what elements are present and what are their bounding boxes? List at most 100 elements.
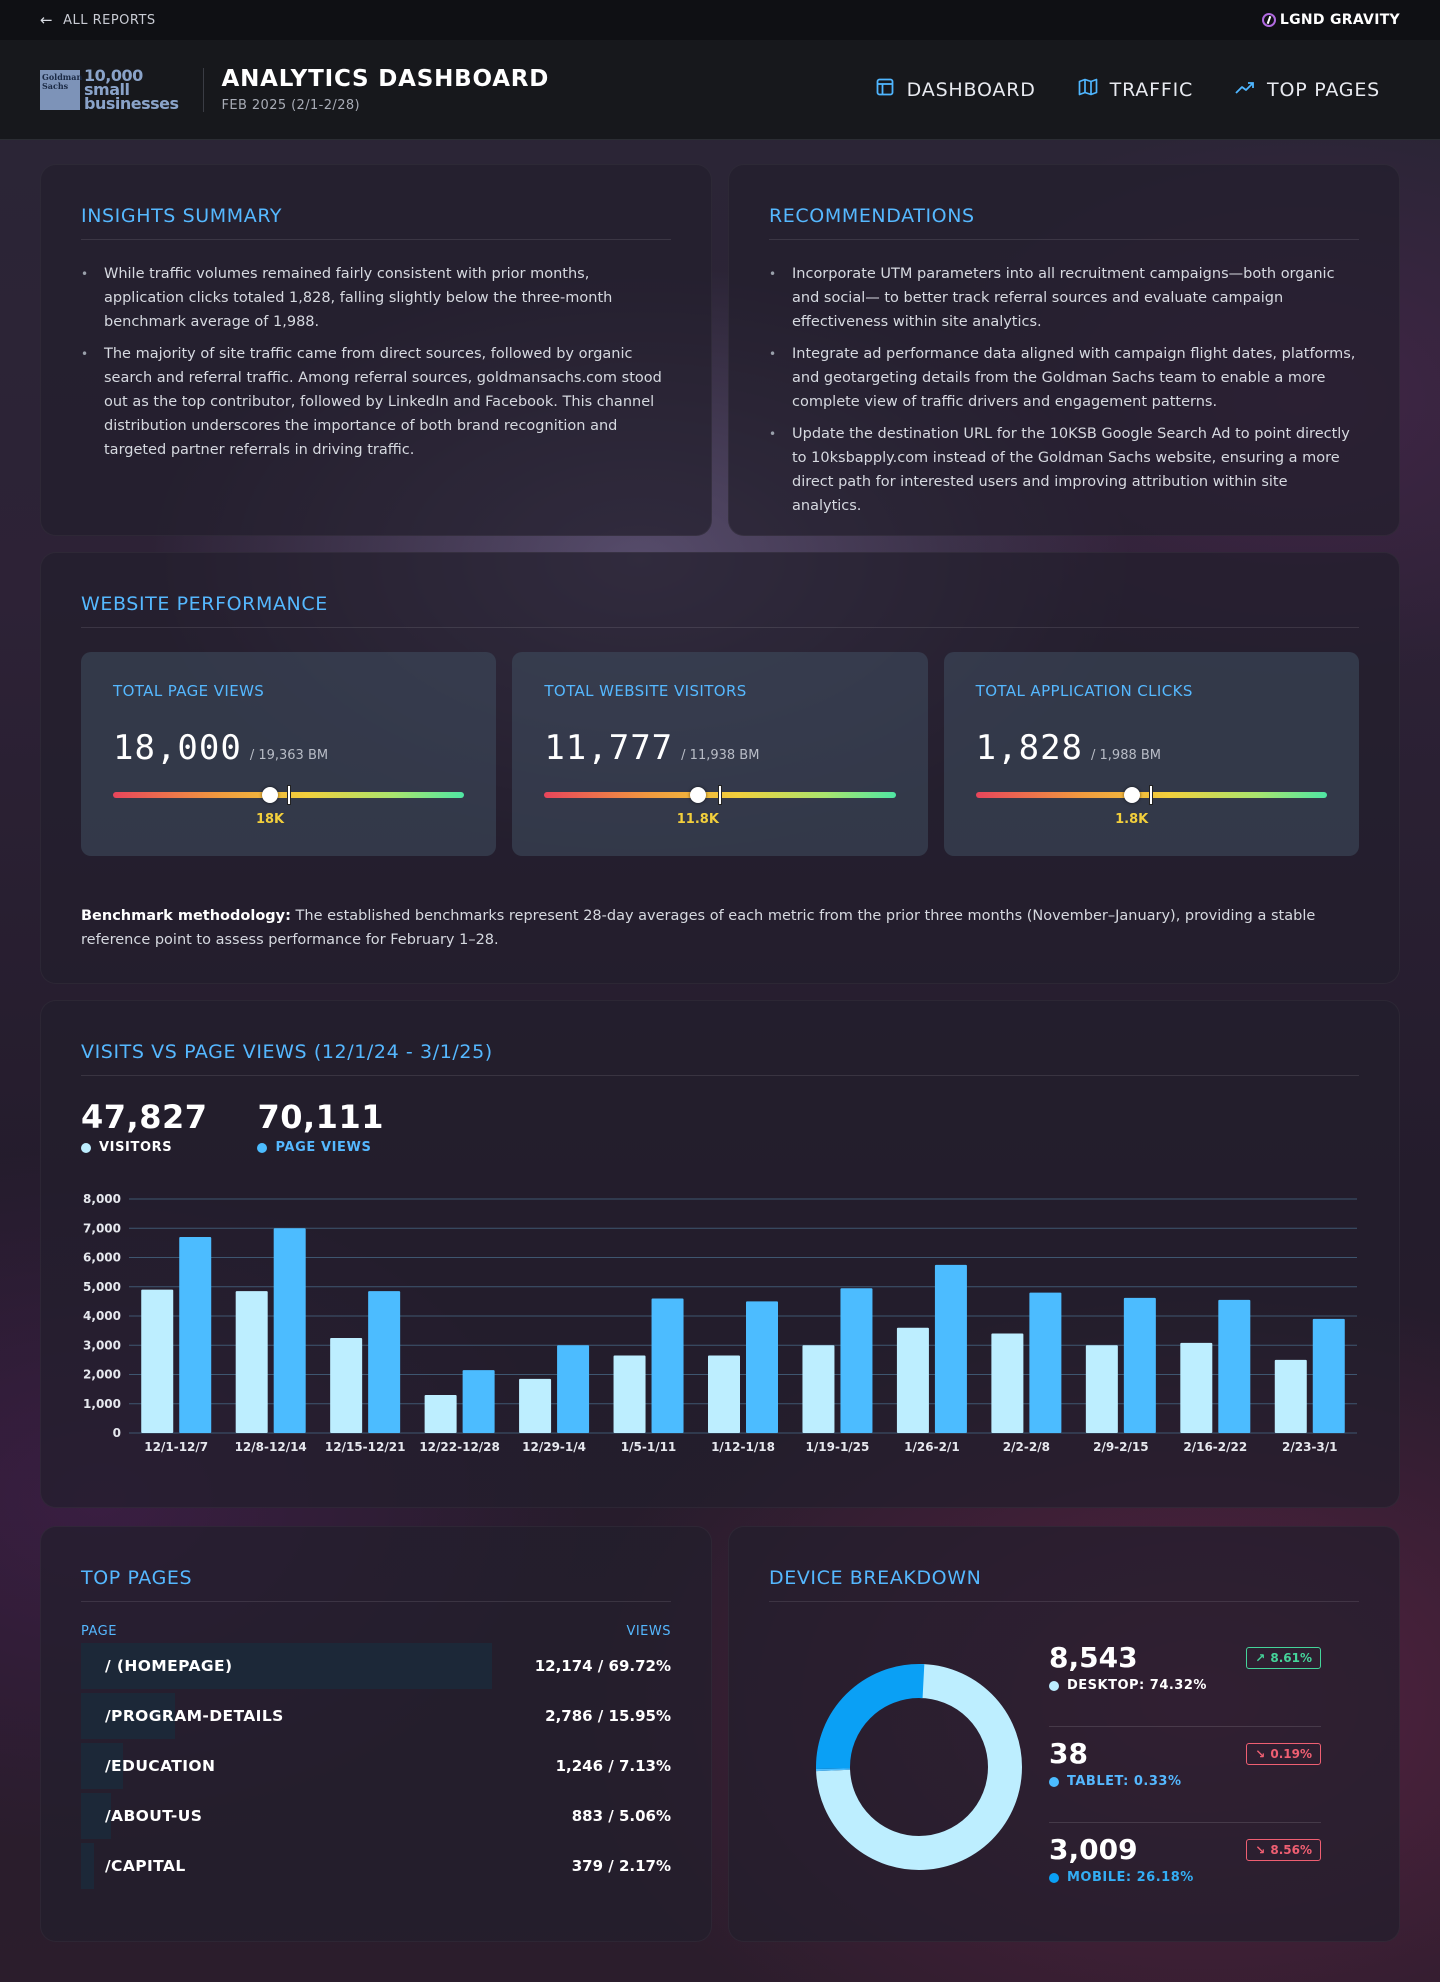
mobile-legend-dot bbox=[1049, 1872, 1059, 1883]
page-views: 12,174 / 69.72% bbox=[534, 1657, 671, 1675]
gauge-value-label: 11.8K bbox=[676, 812, 719, 827]
visitors-bar bbox=[141, 1289, 174, 1433]
nav-traffic[interactable]: TRAFFIC bbox=[1078, 78, 1193, 101]
recommendations-list: Incorporate UTM parameters into all recr… bbox=[769, 262, 1359, 518]
gauge-value-marker bbox=[262, 787, 279, 803]
recommendation-item: Integrate ad performance data aligned wi… bbox=[769, 342, 1359, 414]
arrow-down-right-icon: ↘ bbox=[1255, 1843, 1266, 1857]
benchmark-methodology: Benchmark methodology: The established b… bbox=[81, 904, 1359, 952]
top-pages-card: TOP PAGES PAGE VIEWS / (HOMEPAGE) 12,174… bbox=[40, 1526, 712, 1942]
recommendations-card: RECOMMENDATIONS Incorporate UTM paramete… bbox=[728, 164, 1400, 536]
tablet-legend-dot bbox=[1049, 1776, 1059, 1787]
device-count: 3,009 bbox=[1049, 1833, 1138, 1866]
x-tick-label: 12/15-12/21 bbox=[325, 1440, 406, 1454]
table-row[interactable]: /PROGRAM-DETAILS 2,786 / 15.95% bbox=[81, 1693, 671, 1739]
device-desktop: 8,543 DESKTOP: 74.32% ↗ 8.61% bbox=[1049, 1631, 1321, 1727]
pageviews-bar bbox=[273, 1228, 306, 1433]
page-path: /PROGRAM-DETAILS bbox=[105, 1707, 284, 1725]
benchmark-gauge: 11.8K bbox=[544, 782, 896, 827]
methodology-text: The established benchmarks represent 28-… bbox=[81, 908, 1316, 948]
pageviews-bar bbox=[934, 1264, 967, 1433]
page-views: 883 / 5.06% bbox=[571, 1807, 671, 1825]
nav-dashboard[interactable]: DASHBOARD bbox=[875, 78, 1036, 101]
pageviews-bar bbox=[368, 1291, 401, 1433]
device-list: 8,543 DESKTOP: 74.32% ↗ 8.61% 38 TABLET:… bbox=[1049, 1631, 1321, 1919]
device-label: TABLET: 0.33% bbox=[1067, 1774, 1182, 1789]
visitors-total: 47,827 VISITORS bbox=[81, 1098, 207, 1155]
page-views: 1,246 / 7.13% bbox=[555, 1757, 671, 1775]
nav-top-pages[interactable]: TOP PAGES bbox=[1235, 79, 1380, 101]
gauge-benchmark-marker bbox=[717, 785, 722, 805]
x-tick-label: 12/22-12/28 bbox=[419, 1440, 500, 1454]
recommendation-item: Update the destination URL for the 10KSB… bbox=[769, 422, 1359, 518]
brand-name: LGND GRAVITY bbox=[1279, 12, 1400, 28]
visitors-bar bbox=[991, 1333, 1024, 1433]
pageviews-total: 70,111 PAGE VIEWS bbox=[257, 1098, 383, 1155]
methodology-heading: Benchmark methodology: bbox=[81, 908, 291, 924]
table-row[interactable]: /ABOUT-US 883 / 5.06% bbox=[81, 1793, 671, 1839]
app-header: Goldman Sachs 10,000 small businesses AN… bbox=[0, 40, 1440, 140]
trending-up-icon bbox=[1235, 79, 1255, 100]
brand-logo: LGND GRAVITY bbox=[1261, 12, 1400, 28]
change-badge: ↗ 8.61% bbox=[1246, 1647, 1321, 1669]
gauge-value-label: 18K bbox=[255, 812, 285, 827]
benchmark-gauge: 18K bbox=[113, 782, 465, 827]
gauge-benchmark-marker bbox=[287, 785, 292, 805]
device-donut-chart bbox=[816, 1664, 1022, 1870]
benchmark-gauge: 1.8K bbox=[975, 782, 1327, 827]
header-divider bbox=[202, 67, 204, 112]
insights-title: INSIGHTS SUMMARY bbox=[81, 205, 671, 240]
donut-slice bbox=[816, 1664, 1022, 1870]
gauge-benchmark-marker bbox=[1149, 785, 1154, 805]
table-row[interactable]: / (HOMEPAGE) 12,174 / 69.72% bbox=[81, 1643, 671, 1689]
table-row[interactable]: /CAPITAL 379 / 2.17% bbox=[81, 1843, 671, 1889]
pageviews-legend-dot bbox=[257, 1142, 268, 1153]
pageviews-bar bbox=[179, 1237, 212, 1433]
device-mobile: 3,009 MOBILE: 26.18% ↘ 8.56% bbox=[1049, 1823, 1321, 1919]
pageviews-bar bbox=[746, 1301, 778, 1433]
device-card: DEVICE BREAKDOWN 8,543 DESKTOP: 74.32% ↗… bbox=[728, 1526, 1400, 1942]
all-reports-link[interactable]: ← ALL REPORTS bbox=[40, 11, 156, 29]
x-tick-label: 12/8-12/14 bbox=[235, 1440, 307, 1454]
gauge-value-marker bbox=[689, 787, 706, 803]
y-tick-label: 8,000 bbox=[83, 1192, 121, 1206]
visitors-bar bbox=[235, 1291, 268, 1433]
pageviews-bar bbox=[557, 1345, 590, 1433]
layout-icon bbox=[875, 78, 895, 101]
visitors-bar bbox=[1180, 1342, 1213, 1433]
logo-box: Goldman Sachs bbox=[40, 69, 82, 110]
y-tick-label: 1,000 bbox=[83, 1397, 121, 1411]
metric-label: TOTAL PAGE VIEWS bbox=[113, 682, 265, 700]
pageviews-bar bbox=[462, 1370, 495, 1433]
top-pages-title: TOP PAGES bbox=[81, 1567, 671, 1602]
visitors-total-value: 47,827 bbox=[81, 1098, 208, 1136]
column-header-page: PAGE bbox=[81, 1624, 117, 1639]
table-row[interactable]: /EDUCATION 1,246 / 7.13% bbox=[81, 1743, 671, 1789]
device-title: DEVICE BREAKDOWN bbox=[769, 1567, 1359, 1602]
performance-title: WEBSITE PERFORMANCE bbox=[81, 593, 1359, 628]
recommendations-title: RECOMMENDATIONS bbox=[769, 205, 1359, 240]
device-label: DESKTOP: 74.32% bbox=[1067, 1678, 1207, 1693]
x-tick-label: 1/5-1/11 bbox=[621, 1440, 677, 1454]
desktop-legend-dot bbox=[1049, 1680, 1059, 1691]
visitors-bar bbox=[708, 1355, 740, 1433]
page-title: ANALYTICS DASHBOARD bbox=[221, 66, 550, 92]
change-value: 0.19% bbox=[1270, 1747, 1312, 1761]
visitors-legend-label: VISITORS bbox=[99, 1140, 173, 1155]
map-icon bbox=[1078, 78, 1098, 101]
client-logo: Goldman Sachs 10,000 small businesses bbox=[40, 67, 179, 111]
visitors-bar bbox=[896, 1327, 929, 1433]
pageviews-total-value: 70,111 bbox=[257, 1098, 384, 1136]
metric-benchmark: / 1,988 BM bbox=[1091, 748, 1162, 763]
pageviews-bar bbox=[1218, 1299, 1251, 1433]
all-reports-label: ALL REPORTS bbox=[63, 12, 156, 28]
change-badge: ↘ 8.56% bbox=[1246, 1839, 1321, 1861]
y-tick-label: 5,000 bbox=[83, 1280, 121, 1294]
x-tick-label: 2/2-2/8 bbox=[1003, 1440, 1050, 1454]
main-nav: DASHBOARD TRAFFIC TOP PAGES bbox=[875, 78, 1380, 101]
gauge-value-label: 1.8K bbox=[1115, 812, 1149, 827]
metric-benchmark: / 11,938 BM bbox=[681, 748, 760, 763]
y-tick-label: 4,000 bbox=[83, 1309, 121, 1323]
performance-card: WEBSITE PERFORMANCE TOTAL PAGE VIEWS 18,… bbox=[40, 552, 1400, 984]
pageviews-bar bbox=[651, 1298, 684, 1433]
